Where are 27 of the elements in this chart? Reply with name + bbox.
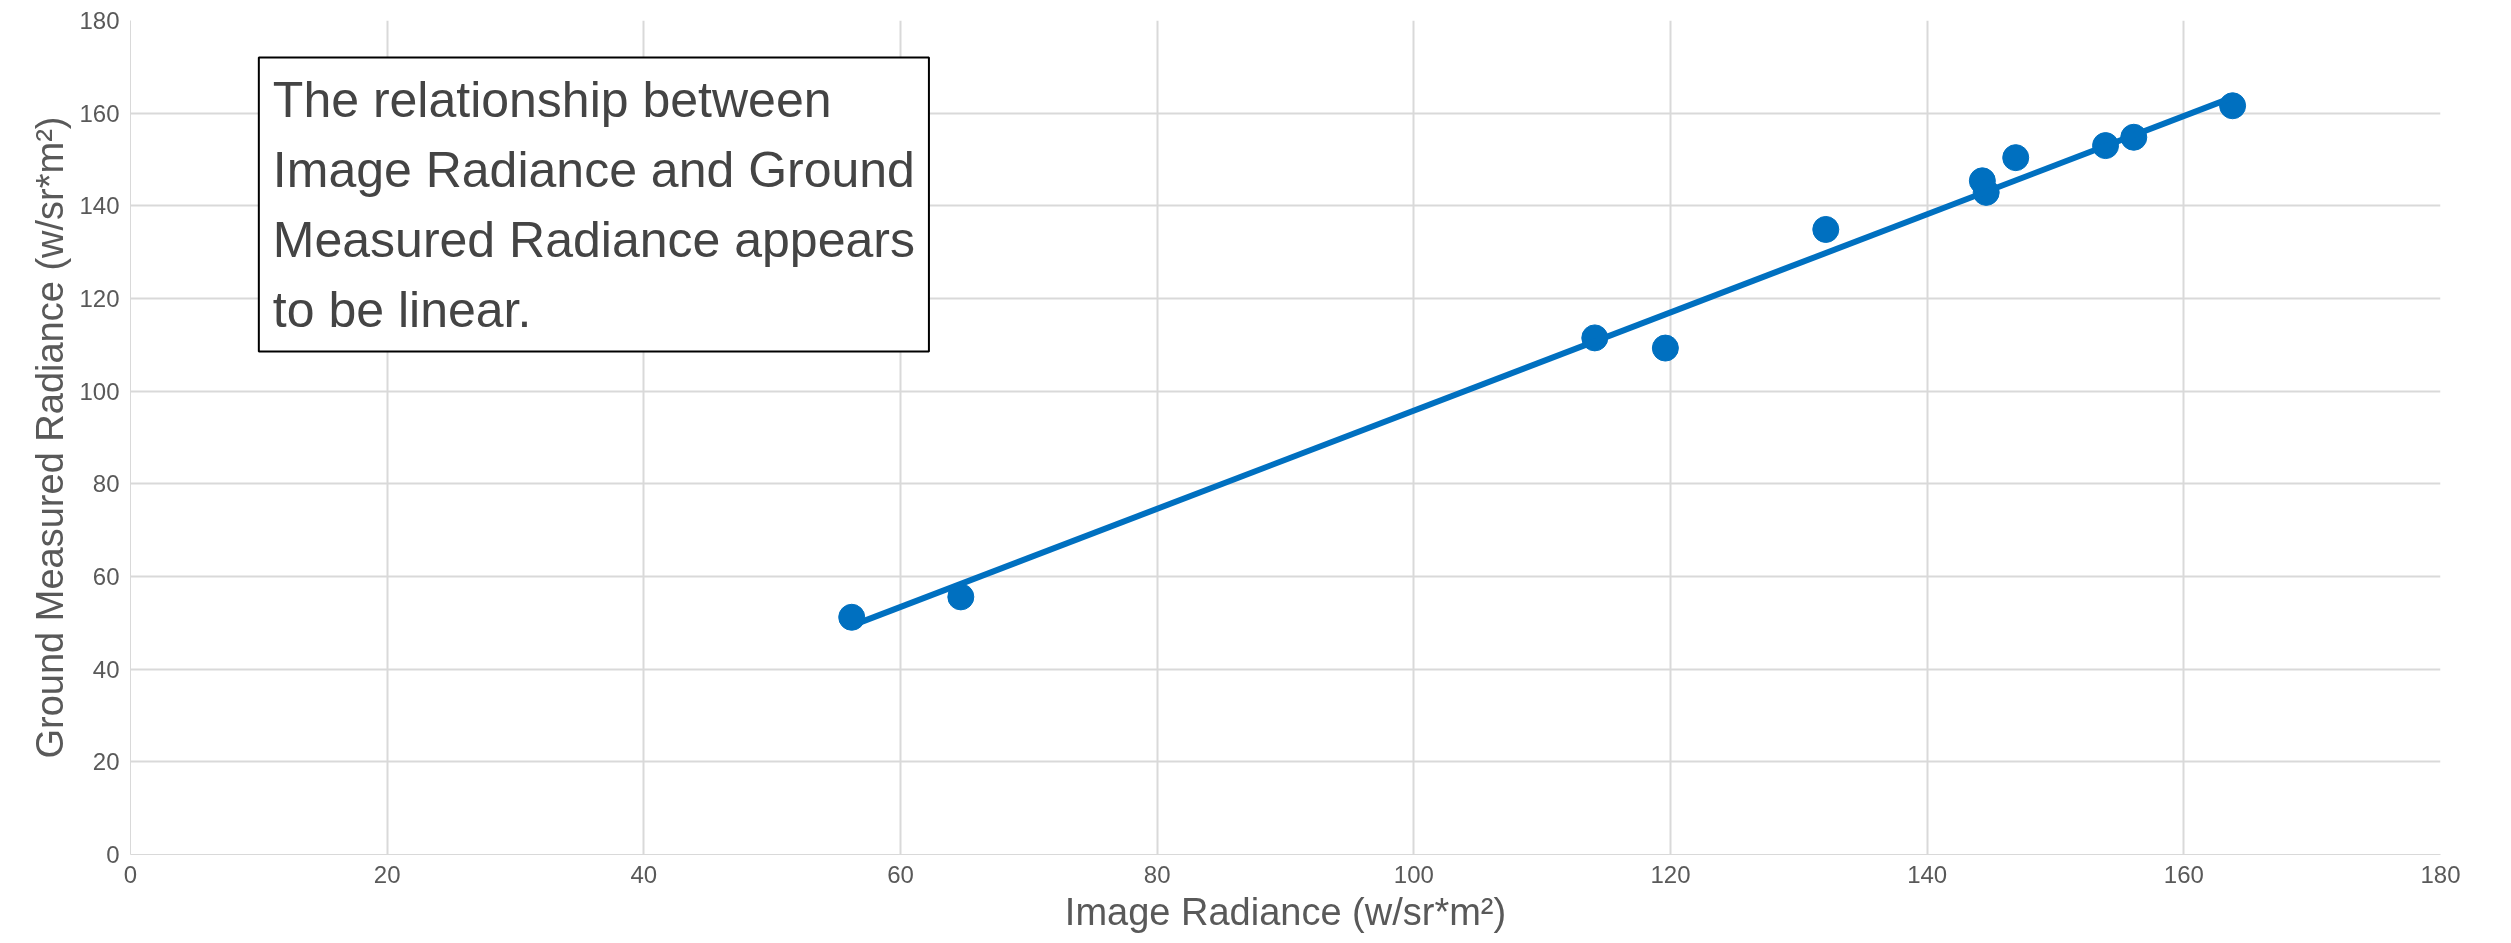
x-tick-label: 80 <box>1143 860 1171 888</box>
x-tick-label: 160 <box>2163 860 2204 888</box>
point <box>2002 144 2030 172</box>
x-tick-label: 100 <box>1393 860 1434 888</box>
point <box>947 583 975 611</box>
y-tick-label: 100 <box>79 377 120 405</box>
x-tick-label: 140 <box>1907 860 1948 888</box>
annotation: The relationship between Image Radiance and Ground Measured Radiance appears to be linear. <box>272 71 915 338</box>
x-tick-label: 180 <box>2420 860 2461 888</box>
y-tick-label: 120 <box>79 285 120 312</box>
y-axis-title: Ground Measured Radiance (w/sr*m²) <box>29 116 72 759</box>
x-tick-label: 0 <box>123 860 138 888</box>
x-axis-title: Image Radiance (w/sr*m²) <box>1064 890 1507 933</box>
y-tick-label: 160 <box>79 99 120 127</box>
y-tick-label: 180 <box>79 7 120 34</box>
y-tick-label: 80 <box>92 470 120 498</box>
x-tick-label: 20 <box>373 860 401 888</box>
y-tick-label: 140 <box>79 192 120 220</box>
y-tick-label: 0 <box>106 841 120 868</box>
point <box>1651 334 1679 362</box>
x-tick-label: 40 <box>630 860 658 888</box>
y-tick-label: 40 <box>92 655 120 683</box>
y-tick-label: 60 <box>92 563 120 590</box>
x-tick-label: 60 <box>887 860 914 888</box>
y-tick-label: 20 <box>92 748 120 776</box>
x-tick-label: 120 <box>1650 860 1691 888</box>
point <box>1812 215 1840 243</box>
